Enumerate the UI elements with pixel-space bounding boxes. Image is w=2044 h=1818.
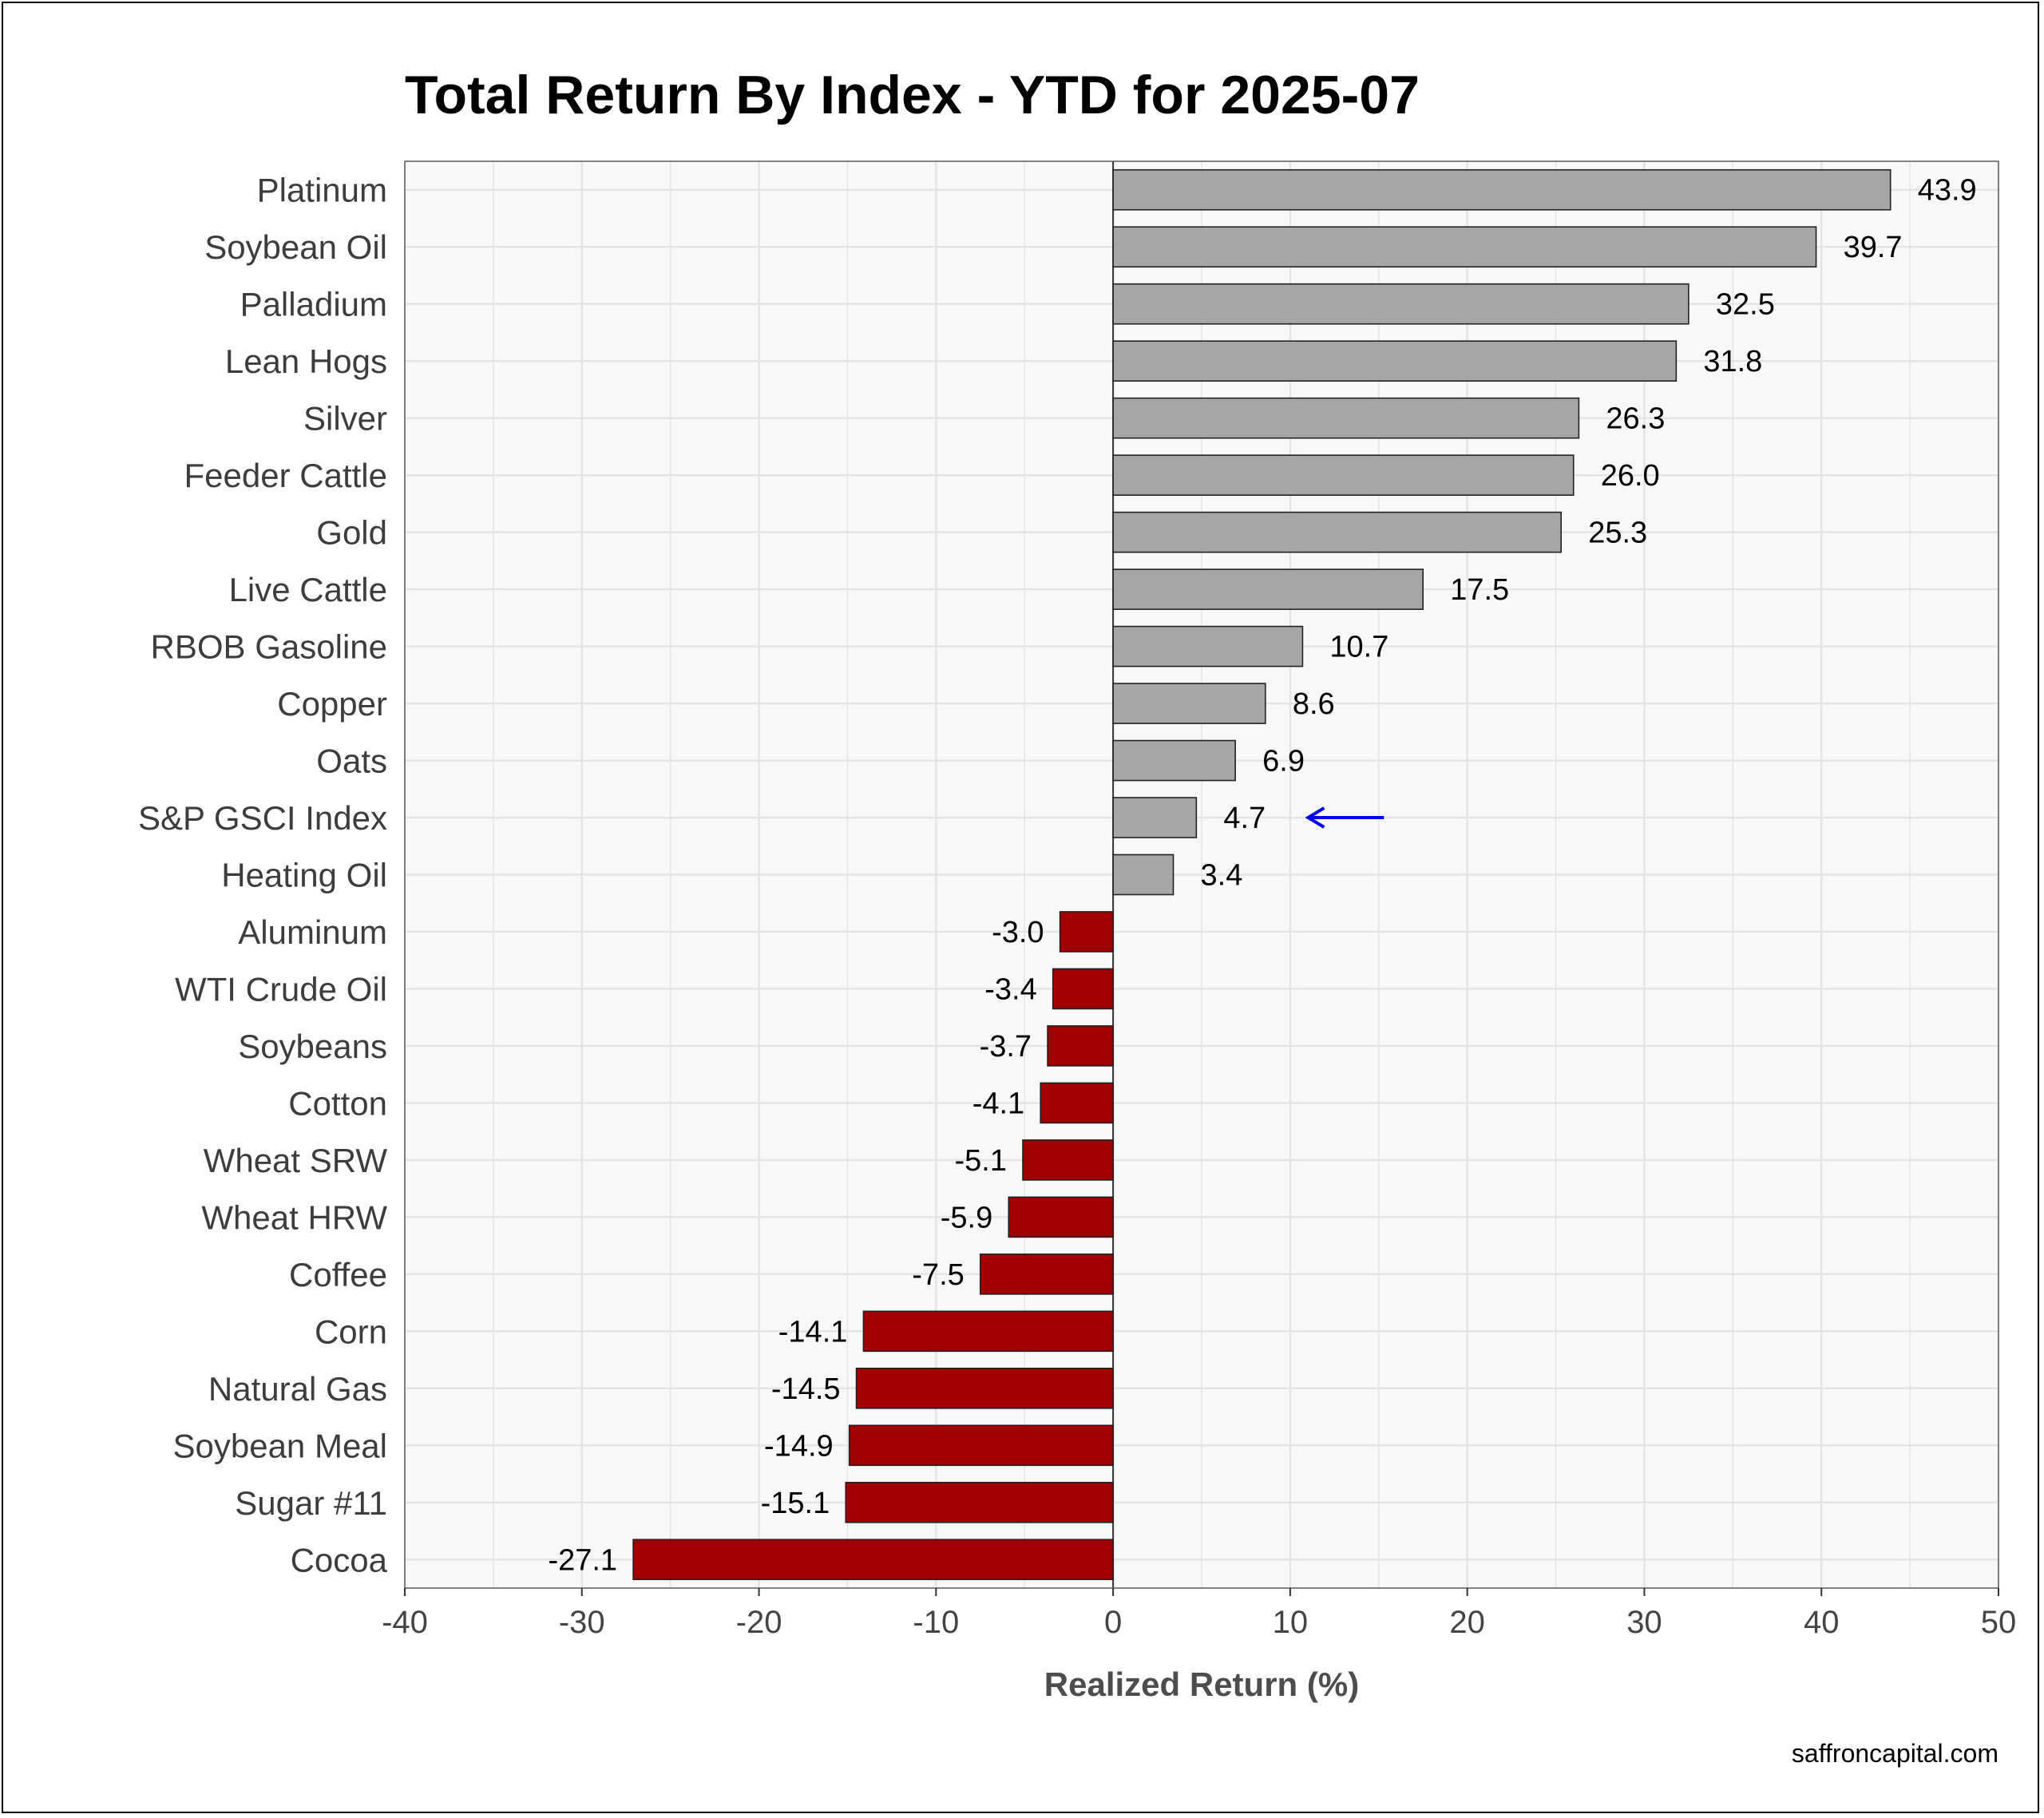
value-label: 39.7 [1844, 231, 1903, 264]
value-label: 6.9 [1262, 745, 1305, 778]
arrow-head [1305, 806, 1325, 829]
value-label: -14.1 [778, 1315, 848, 1349]
category-label: Platinum [257, 172, 387, 209]
x-tick-label: -40 [382, 1605, 428, 1640]
value-label: -5.9 [941, 1201, 992, 1234]
bar-heating-oil [1112, 854, 1175, 896]
value-label: 32.5 [1716, 288, 1775, 322]
bar-feeder-cattle [1112, 454, 1575, 496]
x-tick-label: 0 [1104, 1605, 1122, 1640]
bar-rbob-gasoline [1112, 625, 1304, 667]
bar-corn [862, 1310, 1114, 1353]
bar-s-p-gsci-index [1112, 797, 1198, 838]
bar-platinum [1112, 168, 1891, 211]
category-label: RBOB Gasoline [151, 628, 387, 666]
value-label: -14.9 [764, 1429, 834, 1463]
value-label: 8.6 [1293, 687, 1335, 721]
category-label: Soybeans [238, 1028, 387, 1065]
bar-palladium [1112, 283, 1689, 325]
x-tick-label: 30 [1626, 1605, 1662, 1640]
x-tick-label: 20 [1449, 1605, 1485, 1640]
bar-soybean-oil [1112, 226, 1817, 268]
category-label: Copper [277, 685, 387, 723]
bar-sugar-11 [845, 1481, 1114, 1523]
category-label: WTI Crude Oil [175, 970, 387, 1008]
category-label: Natural Gas [208, 1370, 387, 1408]
category-label: Lean Hogs [225, 343, 387, 380]
value-label: 43.9 [1918, 174, 1977, 208]
bars: 43.9 Platinum 39.7 Soybean Oil 32.5 Palladium… [138, 168, 1977, 1581]
value-label: 31.8 [1703, 345, 1762, 378]
value-label: -3.4 [984, 972, 1036, 1006]
category-label: Sugar #11 [235, 1484, 387, 1522]
x-tick-label: -10 [913, 1605, 959, 1640]
bar-wti-crude-oil [1052, 968, 1114, 1010]
category-label: Oats [316, 743, 387, 780]
category-label: Silver [303, 400, 387, 438]
bar-cotton [1040, 1082, 1114, 1124]
category-label: Soybean Oil [204, 228, 387, 266]
value-label: -27.1 [548, 1543, 617, 1577]
category-label: Cocoa [291, 1541, 388, 1578]
value-label: -3.0 [992, 916, 1044, 949]
value-label: 17.5 [1450, 573, 1509, 607]
category-label: Palladium [240, 286, 387, 323]
value-label: 4.7 [1223, 802, 1266, 835]
value-label: 3.4 [1201, 859, 1243, 893]
category-label: Feeder Cattle [184, 457, 387, 494]
category-label: S&P GSCI Index [138, 799, 387, 837]
value-label: -3.7 [980, 1030, 1032, 1063]
highlight-arrow-icon [1305, 806, 1384, 829]
value-label: 10.7 [1329, 631, 1388, 664]
category-label: Gold [316, 514, 387, 552]
value-label: -15.1 [761, 1487, 830, 1520]
x-tick-label: 10 [1273, 1605, 1309, 1640]
category-label: Live Cattle [229, 571, 387, 608]
bar-oats [1112, 739, 1236, 782]
bar-wheat-srw [1022, 1139, 1114, 1181]
value-label: -7.5 [912, 1258, 964, 1292]
bar-coffee [979, 1254, 1114, 1295]
x-tick-label: -20 [736, 1605, 782, 1640]
category-label: Soybean Meal [172, 1427, 387, 1464]
x-axis: -40 -30 -20 -10 0 10 20 30 40 50 [382, 1588, 2016, 1640]
category-label: Aluminum [238, 913, 387, 951]
category-label: Coffee [289, 1256, 387, 1293]
x-tick-label: -30 [559, 1605, 605, 1640]
bar-cocoa [632, 1539, 1114, 1581]
bar-soybean-meal [848, 1424, 1114, 1467]
x-tick-label: 40 [1804, 1605, 1840, 1640]
x-tick-label: 50 [1981, 1605, 2017, 1640]
value-label: 26.3 [1606, 402, 1665, 436]
bar-gold [1112, 511, 1563, 553]
value-label: 26.0 [1601, 459, 1660, 493]
value-label: 25.3 [1588, 517, 1647, 550]
category-label: Corn [315, 1313, 387, 1350]
bar-soybeans [1047, 1025, 1114, 1067]
source-credit: saffroncapital.com [1791, 1739, 1998, 1768]
bar-live-cattle [1112, 568, 1424, 610]
bar-lean-hogs [1112, 340, 1678, 382]
value-label: -4.1 [972, 1087, 1024, 1120]
bar-aluminum [1059, 911, 1114, 953]
bar-silver [1112, 397, 1580, 439]
chart-title: Total Return By Index - YTD for 2025-07 [405, 65, 1420, 125]
x-axis-title: Realized Return (%) [1044, 1666, 1359, 1703]
category-label: Wheat SRW [204, 1142, 388, 1179]
category-label: Cotton [288, 1084, 387, 1122]
bar-copper [1112, 683, 1266, 724]
bar-wheat-hrw [1008, 1196, 1114, 1238]
plot-border [404, 160, 1999, 1589]
value-label: -14.5 [771, 1372, 841, 1406]
value-label: -5.1 [955, 1144, 1007, 1178]
category-label: Wheat HRW [201, 1198, 387, 1236]
bar-natural-gas [855, 1368, 1114, 1409]
category-label: Heating Oil [221, 857, 387, 894]
